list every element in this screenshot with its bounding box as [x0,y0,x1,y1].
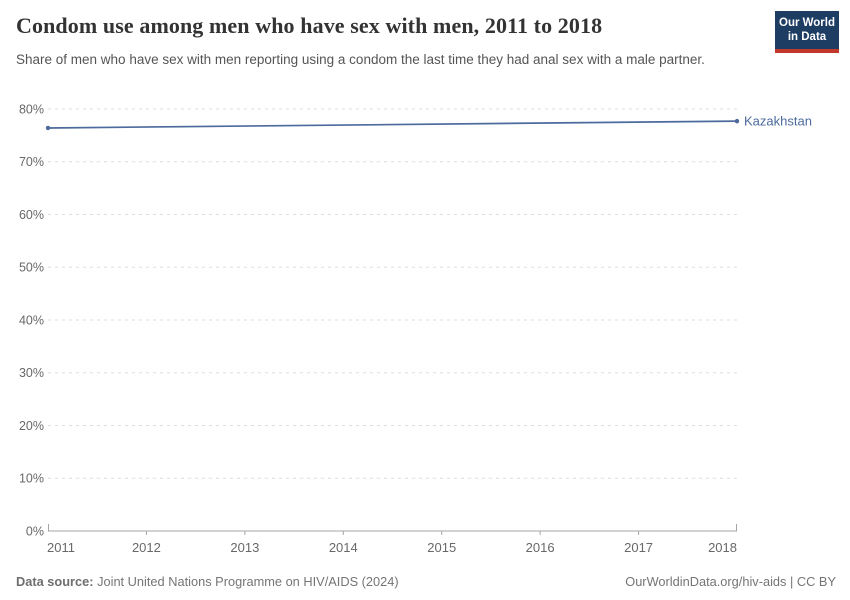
y-axis-tick-label: 10% [19,472,44,486]
x-axis-tick-label: 2014 [329,540,358,555]
owid-logo-line2: in Data [787,30,827,43]
y-axis-tick-label: 70% [19,155,44,169]
attribution-link[interactable]: OurWorldinData.org/hiv-aids | CC BY [625,574,836,589]
x-axis-tick-label: 2012 [132,540,161,555]
y-axis-tick-label: 40% [19,313,44,327]
y-axis-tick-label: 0% [26,524,44,538]
data-source-value: Joint United Nations Programme on HIV/AI… [93,574,399,589]
x-axis-tick-label: 2016 [526,540,555,555]
series-end-label: Kazakhstan [744,114,812,129]
y-axis-tick-label: 30% [19,366,44,380]
x-axis-tick-label: 2011 [47,540,75,555]
y-axis-tick-label: 50% [19,261,44,275]
data-point-marker [734,118,740,124]
x-axis-tick-label: 2015 [427,540,456,555]
chart-subtitle: Share of men who have sex with men repor… [16,52,705,67]
owid-logo: Our World in Data [775,11,839,54]
data-point-marker [45,125,51,131]
x-axis-tick-label: 2013 [230,540,259,555]
chart-footer: Data source: Joint United Nations Progra… [16,574,836,589]
page-title: Condom use among men who have sex with m… [16,13,603,38]
series-line [47,120,738,129]
y-axis-tick-label: 20% [19,419,44,433]
y-axis-tick-label: 60% [19,208,44,222]
data-source-label: Data source: [16,574,94,589]
x-axis-tick-label: 2018 [708,540,737,555]
owid-logo-line1: Our World [779,17,836,29]
x-axis-tick-label: 2017 [624,540,653,555]
data-source-note: Data source: Joint United Nations Progra… [16,574,399,589]
y-axis-tick-label: 80% [19,102,44,116]
